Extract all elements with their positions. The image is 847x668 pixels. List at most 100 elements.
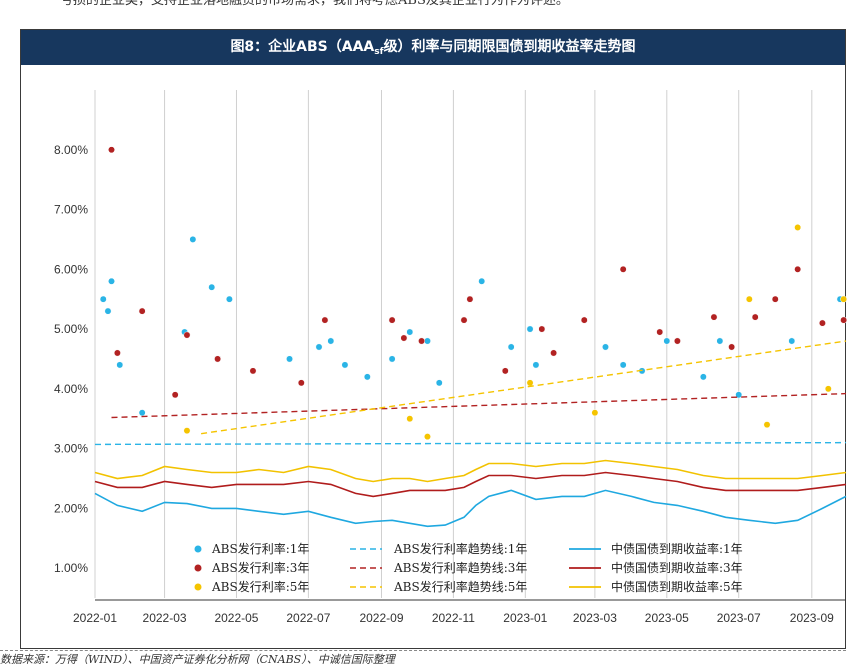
scatter-point-abs-3y (249, 367, 257, 375)
x-tick-label: 2023-09 (790, 611, 834, 625)
scatter-point-abs-5y (424, 433, 431, 441)
scatter-point-abs-1y (108, 277, 115, 285)
x-tick-label: 2023-01 (503, 611, 547, 625)
x-tick-label: 2022-05 (214, 611, 258, 625)
scatter-point-abs-3y (656, 328, 664, 336)
gov-yield-lines (94, 459, 847, 528)
legend-label: 中债国债到期收益率:1年 (611, 541, 743, 556)
scatter-point-abs-5y (406, 415, 414, 423)
scatter-point-abs-5y (591, 409, 599, 417)
scatter-point-abs-1y (532, 361, 540, 369)
legend-label: 中债国债到期收益率:3年 (611, 560, 743, 575)
y-tick-label: 6.00% (54, 262, 88, 276)
scatter-point-abs-1y (699, 373, 707, 381)
vertical-gridlines (94, 90, 813, 598)
scatter-point-abs-3y (710, 313, 718, 321)
scatter-point-abs-5y (745, 295, 753, 303)
chart-frame: 图8：企业ABS（AAAsf级）利率与同期限国债到期收益率走势图 (20, 29, 846, 649)
scatter-point-abs-5y (526, 379, 534, 387)
legend-item: ABS发行利率趋势线:1年 (350, 541, 527, 556)
scatter-point-abs-1y (663, 337, 671, 345)
y-tick-label: 8.00% (54, 143, 88, 157)
scatter-point-abs-1y (602, 343, 609, 351)
legend-label: ABS发行利率趋势线:1年 (393, 541, 527, 556)
legend-item: 中债国债到期收益率:5年 (569, 579, 743, 594)
scatter-point-abs-1y (315, 343, 323, 351)
scatter-point-abs-3y (171, 391, 179, 399)
scatter-point-abs-1y (286, 355, 293, 363)
trend-line-abs-3y (111, 392, 847, 419)
scatter-point-abs-1y (716, 337, 724, 345)
scatter-point-abs-1y (735, 391, 743, 399)
x-tick-label: 2022-03 (143, 611, 187, 625)
legend-label: ABS发行利率趋势线:5年 (393, 579, 527, 594)
footer-divider (0, 650, 846, 651)
line-gov-1y (94, 489, 847, 528)
scatter-point-abs-3y (113, 349, 121, 357)
scatter-point-abs-3y (388, 316, 396, 324)
scatter-point-abs-1y (138, 409, 146, 417)
legend-item: ABS发行利率趋势线:3年 (350, 560, 527, 575)
scatter-point-abs-5y (183, 427, 191, 435)
scatter-point-abs-5y (794, 224, 802, 231)
x-tick-label: 2023-03 (573, 611, 617, 625)
legend-marker-dot (194, 583, 202, 591)
scatter-point-abs-1y (104, 307, 112, 315)
scatter-point-abs-3y (321, 316, 329, 324)
scatter-point-abs-3y (771, 295, 779, 303)
legend-marker-dot (194, 545, 202, 553)
legend-label: ABS发行利率:1年 (211, 541, 309, 556)
abs-1y-scatter (99, 235, 844, 417)
x-tick-label: 2022-09 (359, 611, 403, 625)
scatter-point-abs-3y (108, 146, 115, 154)
abs-3y-scatter (108, 146, 847, 399)
scatter-point-abs-1y (788, 337, 796, 345)
chart-legend: ABS发行利率:1年 ABS发行利率趋势线:1年 中债国债到期收益率:1年 ABS发行… (194, 541, 743, 594)
scatter-point-abs-3y (418, 337, 426, 345)
scatter-point-abs-5y (840, 295, 847, 303)
scatter-point-abs-1y (435, 379, 443, 387)
chart-title-suffix: 级）利率与同期限国债到期收益率走势图 (383, 39, 636, 55)
legend-marker-dot (194, 564, 202, 572)
scatter-point-abs-3y (400, 334, 408, 342)
chart-plot: 1.00% 2.00% 3.00% 4.00% 5.00% 6.00% 7.00% 8.00%… (54, 90, 847, 625)
abs-5y-scatter (183, 224, 847, 441)
scatter-point-abs-3y (550, 349, 558, 357)
line-gov-5y (94, 459, 847, 483)
legend-item: ABS发行利率:3年 (194, 560, 309, 575)
legend-item: ABS发行利率趋势线:5年 (350, 579, 527, 594)
scatter-point-abs-5y (763, 421, 771, 429)
scatter-point-abs-1y (406, 328, 414, 336)
x-axis-tick-labels: 2022-01 2022-03 2022-05 2022-07 2022-09 2022-… (73, 611, 834, 625)
line-gov-3y (94, 471, 847, 498)
x-tick-label: 2023-07 (717, 611, 761, 625)
scatter-point-abs-1y (478, 277, 486, 285)
top-cropped-text: 亏损的企业类，支持企业落地融资的市场需求，我们将考虑ABS及其企业行为作为评述。 (0, 0, 847, 14)
scatter-point-abs-3y (297, 379, 305, 387)
chart-title-prefix: 图8：企业ABS（AAA (230, 39, 375, 55)
scatter-point-abs-3y (818, 319, 826, 327)
scatter-point-abs-3y (138, 307, 146, 315)
legend-label: ABS发行利率:3年 (211, 560, 309, 575)
scatter-point-abs-3y (751, 313, 759, 321)
y-tick-label: 3.00% (54, 442, 88, 456)
scatter-point-abs-3y (214, 355, 222, 363)
scatter-point-abs-1y (526, 325, 534, 333)
scatter-point-abs-3y (466, 295, 474, 303)
scatter-point-abs-3y (580, 316, 588, 324)
legend-label: 中债国债到期收益率:5年 (611, 579, 743, 594)
scatter-point-abs-3y (840, 316, 847, 324)
scatter-point-abs-1y (225, 295, 233, 303)
scatter-point-abs-1y (619, 361, 627, 369)
chart-title-subscript: sf (374, 47, 384, 57)
scatter-point-abs-1y (116, 361, 124, 369)
legend-item: ABS发行利率:1年 (194, 541, 309, 556)
x-tick-label: 2022-07 (286, 611, 330, 625)
scatter-point-abs-3y (538, 325, 546, 333)
scatter-point-abs-1y (341, 361, 349, 369)
scatter-point-abs-3y (673, 337, 681, 345)
scatter-point-abs-3y (794, 265, 802, 273)
trend-line-abs-1y (94, 441, 847, 446)
legend-item: 中债国债到期收益率:1年 (569, 541, 743, 556)
scatter-point-abs-1y (189, 235, 197, 243)
